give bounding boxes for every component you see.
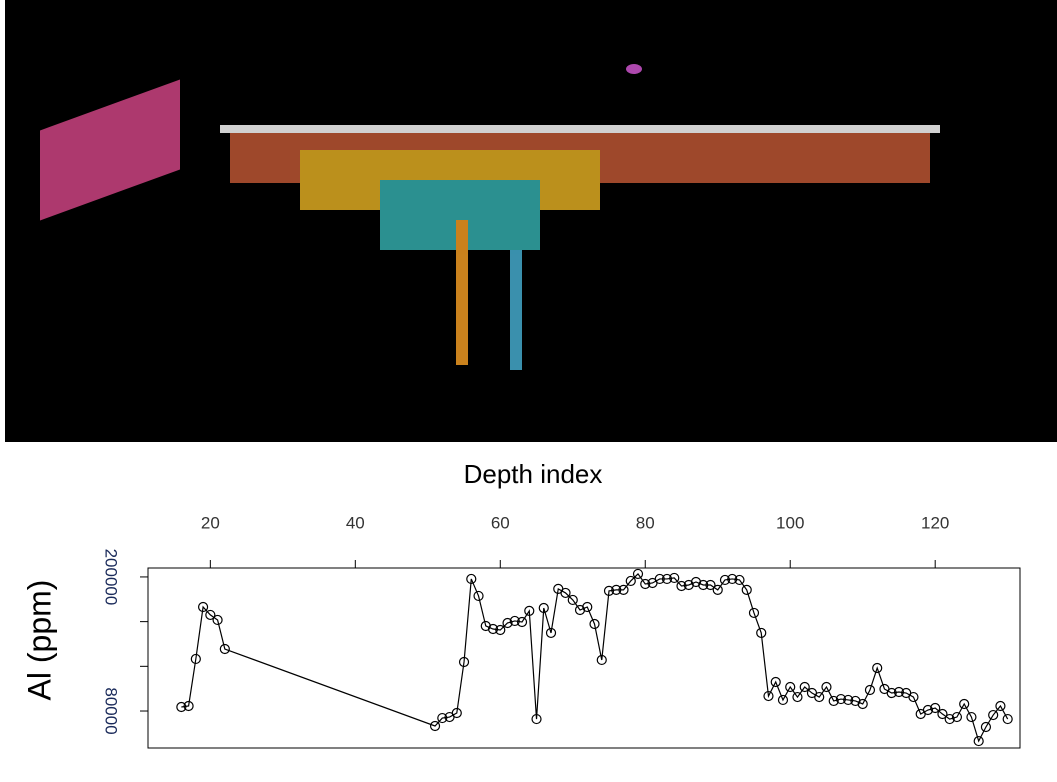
data-point [857, 698, 868, 710]
data-point [930, 702, 941, 714]
x-tick-label: 20 [201, 513, 220, 532]
data-point [922, 704, 934, 716]
data-point [502, 617, 513, 629]
data-point [625, 575, 636, 587]
data-point [176, 701, 187, 713]
data-point [828, 695, 839, 707]
data-point [437, 712, 448, 724]
x-tick-label: 120 [921, 513, 949, 532]
x-tick-label: 100 [776, 513, 804, 532]
data-point [516, 616, 528, 628]
data-point [654, 573, 665, 585]
data-point [734, 574, 745, 586]
data-point [661, 573, 673, 585]
data-point [785, 681, 796, 693]
data-point [545, 627, 557, 639]
data-point [980, 721, 992, 733]
data-point [814, 691, 825, 703]
data-point [458, 656, 470, 668]
y-tick-label: 80000 [102, 687, 121, 734]
data-point [509, 615, 520, 627]
data-point [473, 590, 484, 602]
data-point [741, 584, 752, 595]
data-point [995, 700, 1006, 712]
data-point [850, 695, 861, 707]
data-point [944, 713, 955, 725]
data-point [705, 579, 716, 591]
data-point [596, 654, 607, 666]
data-line [181, 573, 1009, 743]
data-point [669, 572, 680, 584]
data-point [698, 579, 709, 591]
x-tick-label: 80 [636, 513, 655, 532]
y-tick-label: 200000 [102, 549, 121, 606]
x-tick-label: 40 [346, 513, 365, 532]
data-point [988, 709, 999, 721]
data-point [966, 711, 977, 723]
x-axis-label: Depth index [464, 459, 603, 489]
data-point [212, 614, 223, 626]
data-point [908, 691, 919, 703]
data-point [640, 578, 651, 590]
data-point [451, 707, 462, 719]
data-point [618, 584, 629, 595]
data-point [727, 573, 738, 585]
data-point [538, 602, 549, 614]
data-point [821, 681, 832, 693]
data-point [466, 573, 477, 585]
data-point [893, 686, 905, 698]
data-point [872, 662, 883, 674]
render-decoration [40, 64, 940, 370]
data-point [799, 681, 810, 693]
data-point [777, 694, 789, 706]
data-point [429, 720, 441, 732]
data-point [712, 584, 723, 595]
data-point [973, 735, 984, 747]
data-point [1002, 713, 1013, 725]
data-point [582, 601, 593, 613]
data-point [487, 623, 499, 635]
data-point [748, 607, 760, 619]
data-point [560, 587, 571, 599]
data-point [611, 584, 622, 595]
x-tick-label: 60 [491, 513, 510, 532]
data-point [495, 624, 506, 636]
data-point [792, 691, 803, 703]
data-point [719, 574, 731, 586]
data-point [690, 576, 702, 588]
data-point [676, 580, 687, 592]
data-point [205, 609, 216, 621]
data-point [886, 687, 897, 699]
data-point [219, 643, 230, 655]
data-point [835, 693, 847, 705]
data-point [770, 676, 781, 688]
data-point [480, 620, 491, 632]
data-point [589, 618, 600, 630]
data-point [959, 698, 970, 710]
plot-frame [147, 567, 1021, 749]
data-point [567, 594, 578, 606]
data-point [183, 700, 194, 712]
data-point [632, 568, 644, 580]
data-point [190, 653, 201, 665]
data-point [531, 713, 542, 725]
data-point [197, 601, 209, 613]
data-point [603, 585, 615, 597]
data-point [574, 604, 586, 616]
data-point [864, 684, 876, 696]
data-point [524, 605, 535, 617]
data-point [937, 708, 948, 720]
data-point [763, 690, 774, 702]
y-axis-label: Al (ppm) [21, 580, 57, 701]
data-point [683, 579, 694, 591]
data-point [843, 694, 854, 706]
data-point [756, 627, 767, 639]
data-point [951, 711, 963, 723]
